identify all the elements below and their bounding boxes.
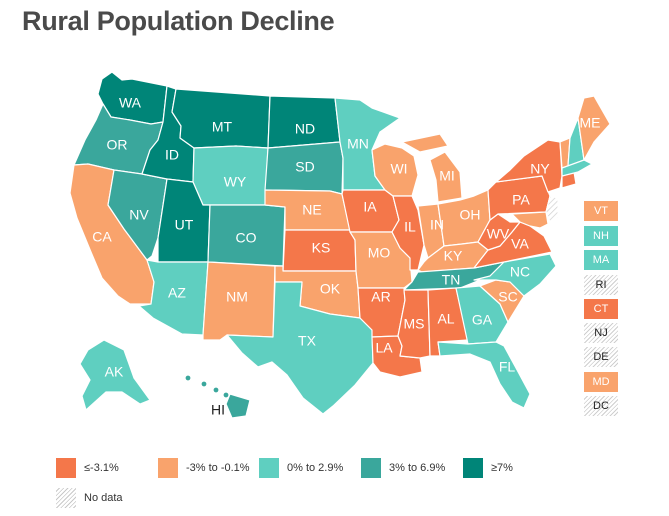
label-UT: UT (175, 217, 194, 233)
label-SC: SC (498, 289, 517, 305)
small-state-label: NJ (594, 327, 608, 339)
label-MO: MO (368, 245, 391, 261)
map-legend: ≤-3.1% -3% to -0.1% 0% to 2.9% 3% to 6.9… (56, 458, 656, 508)
legend-swatch (463, 458, 483, 478)
label-WA: WA (119, 95, 142, 111)
label-TN: TN (442, 272, 461, 288)
legend-label: 3% to 6.9% (389, 462, 446, 474)
legend-item: ≥7% (463, 458, 513, 478)
state-HI[interactable] (184, 374, 251, 419)
legend-swatch (56, 488, 76, 508)
small-state-label: VT (593, 205, 609, 217)
label-AR: AR (371, 289, 390, 305)
label-NM: NM (226, 289, 248, 305)
state-MA[interactable] (561, 159, 593, 177)
small-state-label: NH (593, 230, 609, 242)
label-KS: KS (312, 240, 331, 256)
small-state-box-NJ[interactable]: NJ (584, 323, 618, 343)
small-state-label: DC (593, 400, 609, 412)
legend-label: ≤-3.1% (84, 462, 119, 474)
label-SD: SD (295, 159, 314, 175)
state-ME[interactable] (577, 95, 611, 161)
state-TX[interactable] (226, 281, 374, 415)
label-MT: MT (212, 119, 233, 135)
small-state-label: DE (593, 351, 609, 363)
label-HI: HI (211, 402, 225, 418)
small-state-label: MA (592, 254, 610, 266)
label-OK: OK (320, 281, 341, 297)
small-state-label: MD (592, 376, 610, 388)
small-state-box-DC[interactable]: DC (584, 396, 618, 416)
label-NE: NE (302, 202, 321, 218)
label-IL: IL (404, 219, 416, 235)
legend-label: No data (84, 492, 123, 504)
legend-swatch (56, 458, 76, 478)
label-IA: IA (363, 199, 377, 215)
label-NY: NY (530, 161, 550, 177)
label-WV: WV (487, 226, 510, 242)
label-AL: AL (437, 311, 454, 327)
label-WY: WY (224, 174, 247, 190)
small-state-box-DE[interactable]: DE (584, 347, 618, 367)
label-FL: FL (499, 359, 516, 375)
label-WI: WI (390, 161, 407, 177)
legend-item: 0% to 2.9% (259, 458, 343, 478)
legend-swatch (158, 458, 178, 478)
label-MI: MI (439, 168, 455, 184)
legend-item: 3% to 6.9% (361, 458, 445, 478)
state-FL[interactable] (437, 341, 531, 409)
label-OR: OR (107, 137, 128, 153)
legend-label: ≥7% (491, 462, 513, 474)
small-state-box-VT[interactable]: VT (584, 201, 618, 221)
small-state-box-NH[interactable]: NH (584, 226, 618, 246)
state-IL[interactable] (391, 195, 425, 271)
label-IN: IN (430, 217, 444, 233)
small-state-box-MD[interactable]: MD (584, 372, 618, 392)
label-PA: PA (512, 192, 530, 208)
label-CA: CA (92, 229, 112, 245)
small-state-label: RI (595, 279, 607, 291)
legend-item: ≤-3.1% (56, 458, 119, 478)
label-LA: LA (375, 340, 393, 356)
state-WI[interactable] (371, 143, 419, 197)
label-GA: GA (472, 312, 493, 328)
state-CO[interactable] (207, 204, 286, 267)
legend-label: 0% to 2.9% (287, 462, 344, 474)
state-AK[interactable] (79, 339, 151, 411)
label-AZ: AZ (168, 285, 186, 301)
page-title: Rural Population Decline (22, 6, 335, 36)
small-state-box-CT[interactable]: CT (584, 299, 618, 319)
state-AZ[interactable] (138, 259, 209, 336)
legend-swatch (361, 458, 381, 478)
label-OH: OH (460, 207, 481, 223)
label-NV: NV (129, 207, 149, 223)
label-ME: ME (580, 115, 601, 131)
label-MN: MN (347, 136, 369, 152)
label-ID: ID (165, 147, 179, 163)
small-state-box-MA[interactable]: MA (584, 250, 618, 270)
state-NJ[interactable] (545, 195, 559, 223)
label-KY: KY (444, 248, 463, 264)
label-CO: CO (236, 230, 257, 246)
label-TX: TX (298, 333, 317, 349)
label-NC: NC (510, 264, 530, 280)
legend-label: -3% to -0.1% (186, 462, 250, 474)
small-state-label: CT (593, 303, 609, 315)
label-AK: AK (105, 364, 124, 380)
label-VA: VA (511, 236, 529, 252)
legend-item: No data (56, 488, 123, 508)
small-state-box-RI[interactable]: RI (584, 275, 618, 295)
state-MI[interactable] (401, 133, 463, 203)
state-NC[interactable] (473, 253, 557, 297)
legend-swatch (259, 458, 279, 478)
label-ND: ND (295, 121, 315, 137)
label-MS: MS (404, 316, 425, 332)
legend-item: -3% to -0.1% (158, 458, 250, 478)
